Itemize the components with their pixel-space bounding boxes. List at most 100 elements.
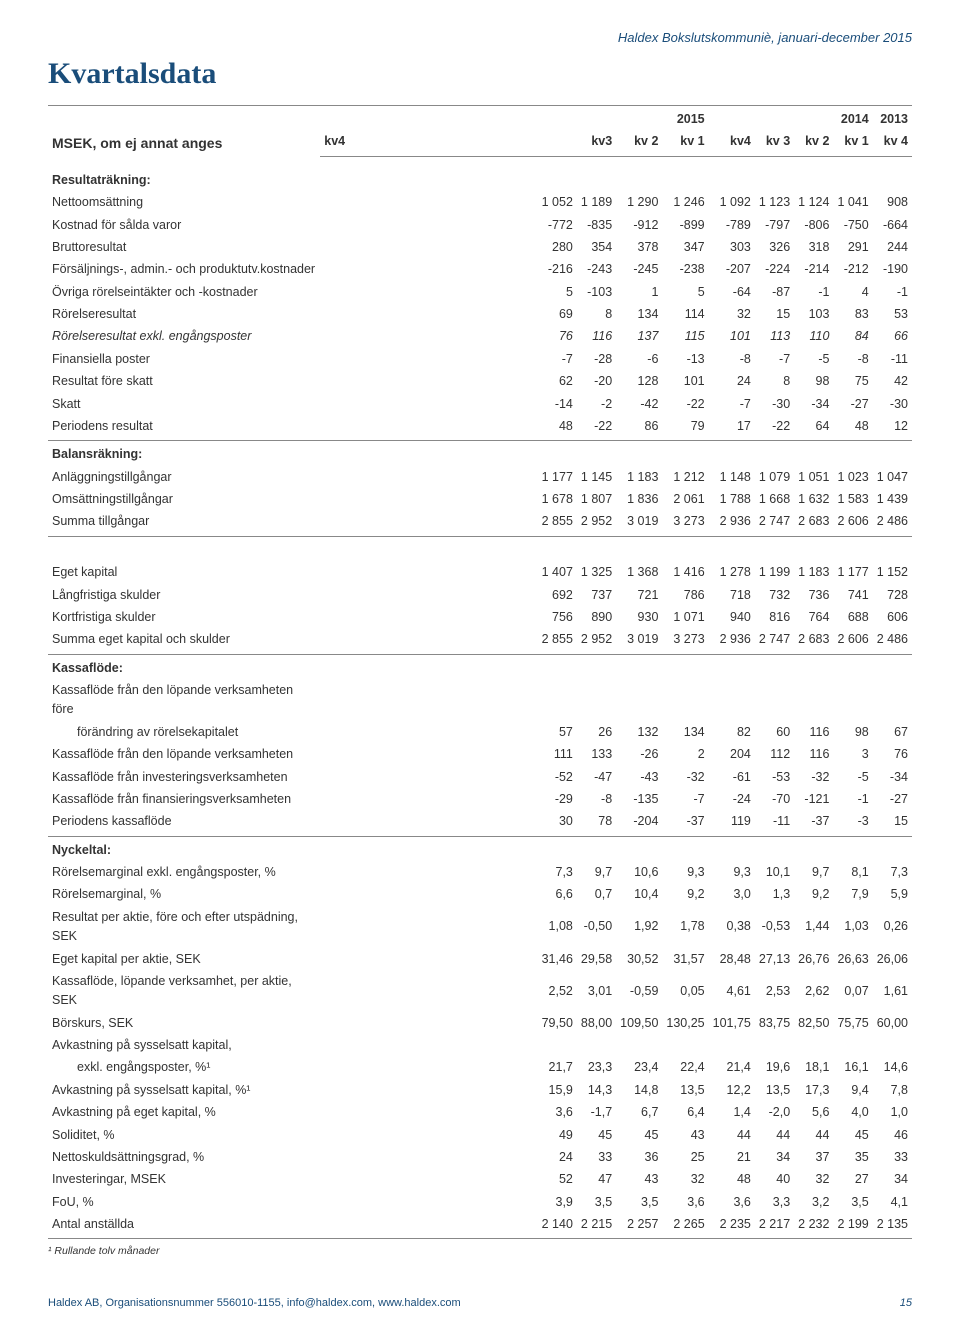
data-cell: 908 — [873, 192, 912, 214]
data-cell: -7 — [755, 348, 794, 370]
data-cell: 32 — [709, 304, 755, 326]
data-cell: -32 — [794, 766, 833, 788]
data-cell: 1 416 — [662, 562, 708, 584]
data-cell: 3,2 — [794, 1191, 833, 1213]
data-cell — [709, 680, 755, 722]
data-cell: 1,0 — [873, 1102, 912, 1124]
data-cell: 3,6 — [662, 1191, 708, 1213]
data-cell: -27 — [873, 788, 912, 810]
data-cell: 3,0 — [709, 884, 755, 906]
data-cell: 14,8 — [616, 1079, 662, 1101]
row-label: Kortfristiga skulder — [48, 606, 320, 628]
data-cell: -664 — [873, 214, 912, 236]
data-cell: 930 — [616, 606, 662, 628]
data-cell — [873, 1035, 912, 1057]
quarter-header: kv4 — [709, 131, 755, 156]
data-cell: 19,6 — [755, 1057, 794, 1079]
quarter-header: kv4 — [320, 131, 577, 156]
data-cell: 2,62 — [794, 970, 833, 1012]
data-cell: 1 051 — [794, 466, 833, 488]
data-cell: 728 — [873, 584, 912, 606]
data-cell: 1 123 — [755, 192, 794, 214]
data-cell: 764 — [794, 606, 833, 628]
data-cell: 45 — [577, 1124, 616, 1146]
data-cell: 33 — [577, 1146, 616, 1168]
data-cell: 83 — [833, 304, 872, 326]
data-cell: 9,2 — [662, 884, 708, 906]
data-cell: 1 148 — [709, 466, 755, 488]
data-cell: 1 290 — [616, 192, 662, 214]
row-label: Skatt — [48, 393, 320, 415]
row-label: exkl. engångsposter, %¹ — [48, 1057, 320, 1079]
data-cell: 1,92 — [616, 906, 662, 948]
data-cell: 57 — [320, 721, 577, 743]
data-cell: -7 — [709, 393, 755, 415]
data-cell: -135 — [616, 788, 662, 810]
data-cell — [662, 680, 708, 722]
data-cell: -37 — [794, 811, 833, 836]
row-label: Bruttoresultat — [48, 236, 320, 258]
data-cell: 1 368 — [616, 562, 662, 584]
data-cell: 30,52 — [616, 948, 662, 970]
data-cell: 47 — [577, 1169, 616, 1191]
data-cell: -27 — [833, 393, 872, 415]
data-cell: 2 606 — [833, 629, 872, 654]
data-cell: 291 — [833, 236, 872, 258]
row-label: Kassaflöde från investeringsverksamheten — [48, 766, 320, 788]
data-cell: -70 — [755, 788, 794, 810]
data-cell — [794, 1035, 833, 1057]
data-cell: 28,48 — [709, 948, 755, 970]
data-cell: 3 — [833, 744, 872, 766]
row-label: FoU, % — [48, 1191, 320, 1213]
data-cell: 21,4 — [709, 1057, 755, 1079]
quarter-header: kv 1 — [662, 131, 708, 156]
data-cell: 24 — [709, 371, 755, 393]
data-cell: 244 — [873, 236, 912, 258]
data-cell: 3 019 — [616, 629, 662, 654]
data-cell: 21,7 — [320, 1057, 577, 1079]
data-cell: 737 — [577, 584, 616, 606]
row-label: Avkastning på sysselsatt kapital, %¹ — [48, 1079, 320, 1101]
data-cell: 16,1 — [833, 1057, 872, 1079]
data-cell: 13,5 — [755, 1079, 794, 1101]
data-cell: 2 140 — [320, 1214, 577, 1239]
data-cell: -42 — [616, 393, 662, 415]
data-cell: 115 — [662, 326, 708, 348]
data-cell: 76 — [873, 744, 912, 766]
data-cell: 1 092 — [709, 192, 755, 214]
row-label: Soliditet, % — [48, 1124, 320, 1146]
data-cell: 48 — [709, 1169, 755, 1191]
data-cell: 1 278 — [709, 562, 755, 584]
data-cell: 8,1 — [833, 862, 872, 884]
data-cell: -797 — [755, 214, 794, 236]
data-cell: -204 — [616, 811, 662, 836]
data-cell: 692 — [320, 584, 577, 606]
data-cell: 45 — [833, 1124, 872, 1146]
data-cell: 17 — [709, 415, 755, 440]
data-cell: 1 177 — [833, 562, 872, 584]
quarter-header: kv 2 — [794, 131, 833, 156]
data-cell: -8 — [577, 788, 616, 810]
year-header: 2015 — [320, 106, 708, 131]
row-label: förändring av rörelsekapitalet — [48, 721, 320, 743]
data-cell: 4,1 — [873, 1191, 912, 1213]
data-cell: 1 407 — [320, 562, 577, 584]
data-cell: 9,3 — [709, 862, 755, 884]
data-cell: 15,9 — [320, 1079, 577, 1101]
row-label: Avkastning på sysselsatt kapital, — [48, 1035, 320, 1057]
data-cell: -2 — [577, 393, 616, 415]
data-cell: 98 — [794, 371, 833, 393]
row-label: Kassaflöde från den löpande verksamheten — [48, 744, 320, 766]
row-label: Kostnad för sålda varor — [48, 214, 320, 236]
data-cell: 110 — [794, 326, 833, 348]
row-label: Summa eget kapital och skulder — [48, 629, 320, 654]
data-cell: 2,53 — [755, 970, 794, 1012]
row-label: Kassaflöde från finansieringsverksamhete… — [48, 788, 320, 810]
data-cell: 44 — [755, 1124, 794, 1146]
data-cell: -835 — [577, 214, 616, 236]
data-cell: 204 — [709, 744, 755, 766]
data-cell: -30 — [755, 393, 794, 415]
data-cell: 1,4 — [709, 1102, 755, 1124]
data-cell: 15 — [873, 811, 912, 836]
data-cell: 82,50 — [794, 1012, 833, 1034]
